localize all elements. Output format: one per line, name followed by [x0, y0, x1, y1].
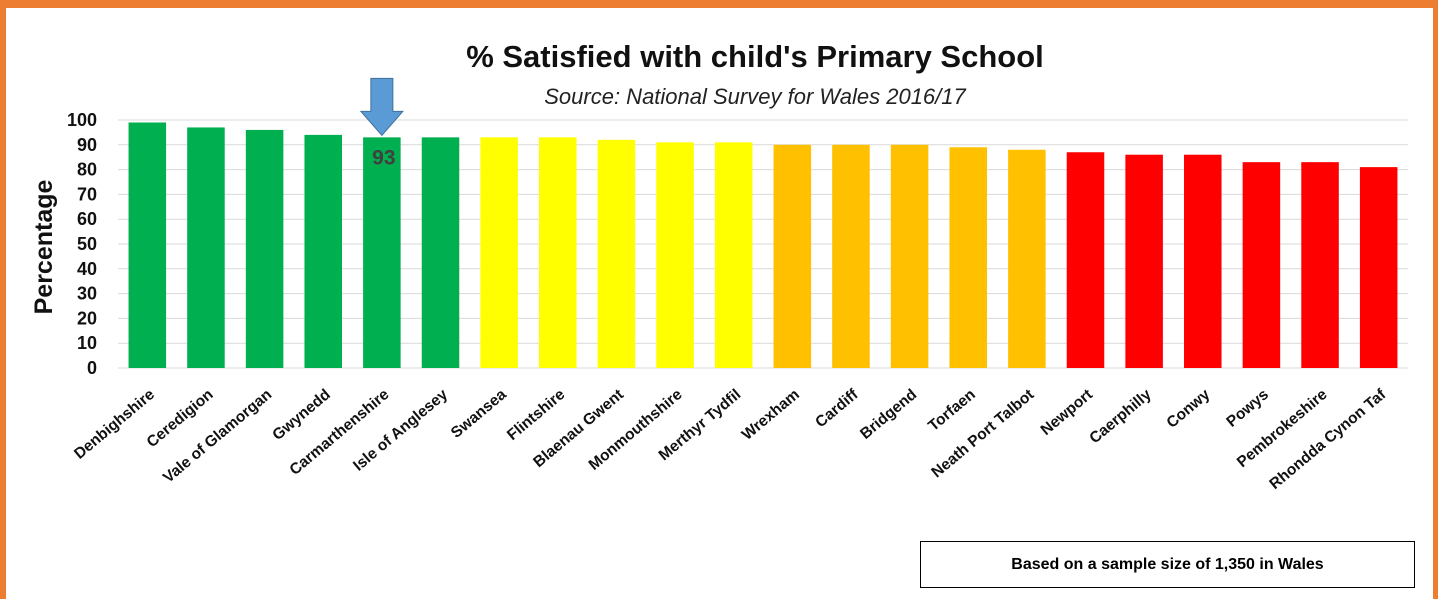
- x-category-label: Cardiff: [812, 386, 862, 432]
- bar-caerphilly: [1125, 154, 1163, 368]
- x-category-label: Caerphilly: [1086, 386, 1155, 447]
- bar-vale-of-glamorgan: [245, 129, 284, 368]
- x-category-label: Wrexham: [739, 386, 803, 444]
- data-label: 93: [372, 146, 395, 169]
- bar-merthyr-tydfil: [714, 142, 753, 368]
- y-tick-label: 40: [77, 259, 97, 279]
- y-axis-label: Percentage: [30, 180, 58, 315]
- x-category-label: Newport: [1038, 386, 1096, 439]
- y-tick-label: 100: [67, 110, 97, 130]
- y-tick-label: 10: [77, 333, 97, 353]
- bar-rhondda-cynon-taf: [1359, 167, 1398, 368]
- y-tick-label: 30: [77, 284, 97, 304]
- bar-isle-of-anglesey: [421, 137, 460, 368]
- chart-title: % Satisfied with child's Primary School: [466, 39, 1044, 74]
- bar-conwy: [1184, 154, 1222, 368]
- bar-pembrokeshire: [1301, 162, 1339, 368]
- x-category-label: Denbighshire: [71, 386, 158, 463]
- x-category-label: Vale of Glamorgan: [160, 386, 275, 487]
- bar-cardiff: [832, 144, 870, 368]
- y-tick-label: 70: [77, 184, 97, 204]
- bar-wrexham: [773, 144, 812, 368]
- y-tick-label: 80: [77, 160, 97, 180]
- bar-blaenau-gwent: [597, 139, 636, 368]
- x-category-label: Carmarthenshire: [286, 386, 392, 479]
- y-tick-label: 0: [87, 358, 97, 378]
- y-tick-label: 90: [77, 135, 97, 155]
- y-tick-label: 50: [77, 234, 97, 254]
- bars: [128, 122, 1398, 368]
- bar-powys: [1242, 162, 1281, 368]
- bar-neath-port-talbot: [1008, 149, 1046, 368]
- x-category-label: Powys: [1223, 386, 1272, 431]
- y-tick-label: 20: [77, 308, 97, 328]
- x-category-label: Rhondda Cynon Taf: [1266, 386, 1389, 493]
- x-category-label: Neath Port Talbot: [928, 386, 1037, 481]
- bar-bridgend: [890, 144, 929, 368]
- bar-carmarthenshire: [363, 137, 401, 368]
- bar-gwynedd: [304, 134, 342, 368]
- x-category-label: Conwy: [1163, 386, 1213, 432]
- annotations: 93: [359, 77, 404, 169]
- bar-denbighshire: [128, 122, 167, 368]
- bar-ceredigion: [187, 127, 225, 368]
- chart-subtitle: Source: National Survey for Wales 2016/1…: [544, 84, 966, 109]
- bar-monmouthshire: [656, 142, 694, 368]
- bar-swansea: [480, 137, 518, 368]
- bar-newport: [1066, 152, 1105, 368]
- x-category-label: Torfaen: [925, 386, 979, 435]
- y-axis-ticks: 0 10 20 30 40 50 60 70 80 90 100: [67, 110, 97, 378]
- sample-size-note: Based on a sample size of 1,350 in Wales: [920, 541, 1415, 588]
- y-tick-label: 60: [77, 209, 97, 229]
- bar-flintshire: [539, 137, 577, 368]
- down-arrow-icon: [359, 77, 404, 137]
- x-category-label: Bridgend: [857, 386, 920, 443]
- x-category-label: Swansea: [448, 386, 510, 442]
- bar-torfaen: [949, 147, 987, 368]
